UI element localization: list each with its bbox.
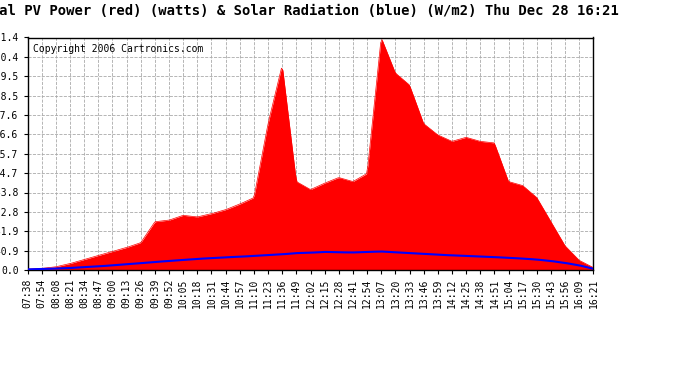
Text: Total PV Power (red) (watts) & Solar Radiation (blue) (W/m2) Thu Dec 28 16:21: Total PV Power (red) (watts) & Solar Rad… <box>0 4 619 18</box>
Text: Copyright 2006 Cartronics.com: Copyright 2006 Cartronics.com <box>33 45 204 54</box>
